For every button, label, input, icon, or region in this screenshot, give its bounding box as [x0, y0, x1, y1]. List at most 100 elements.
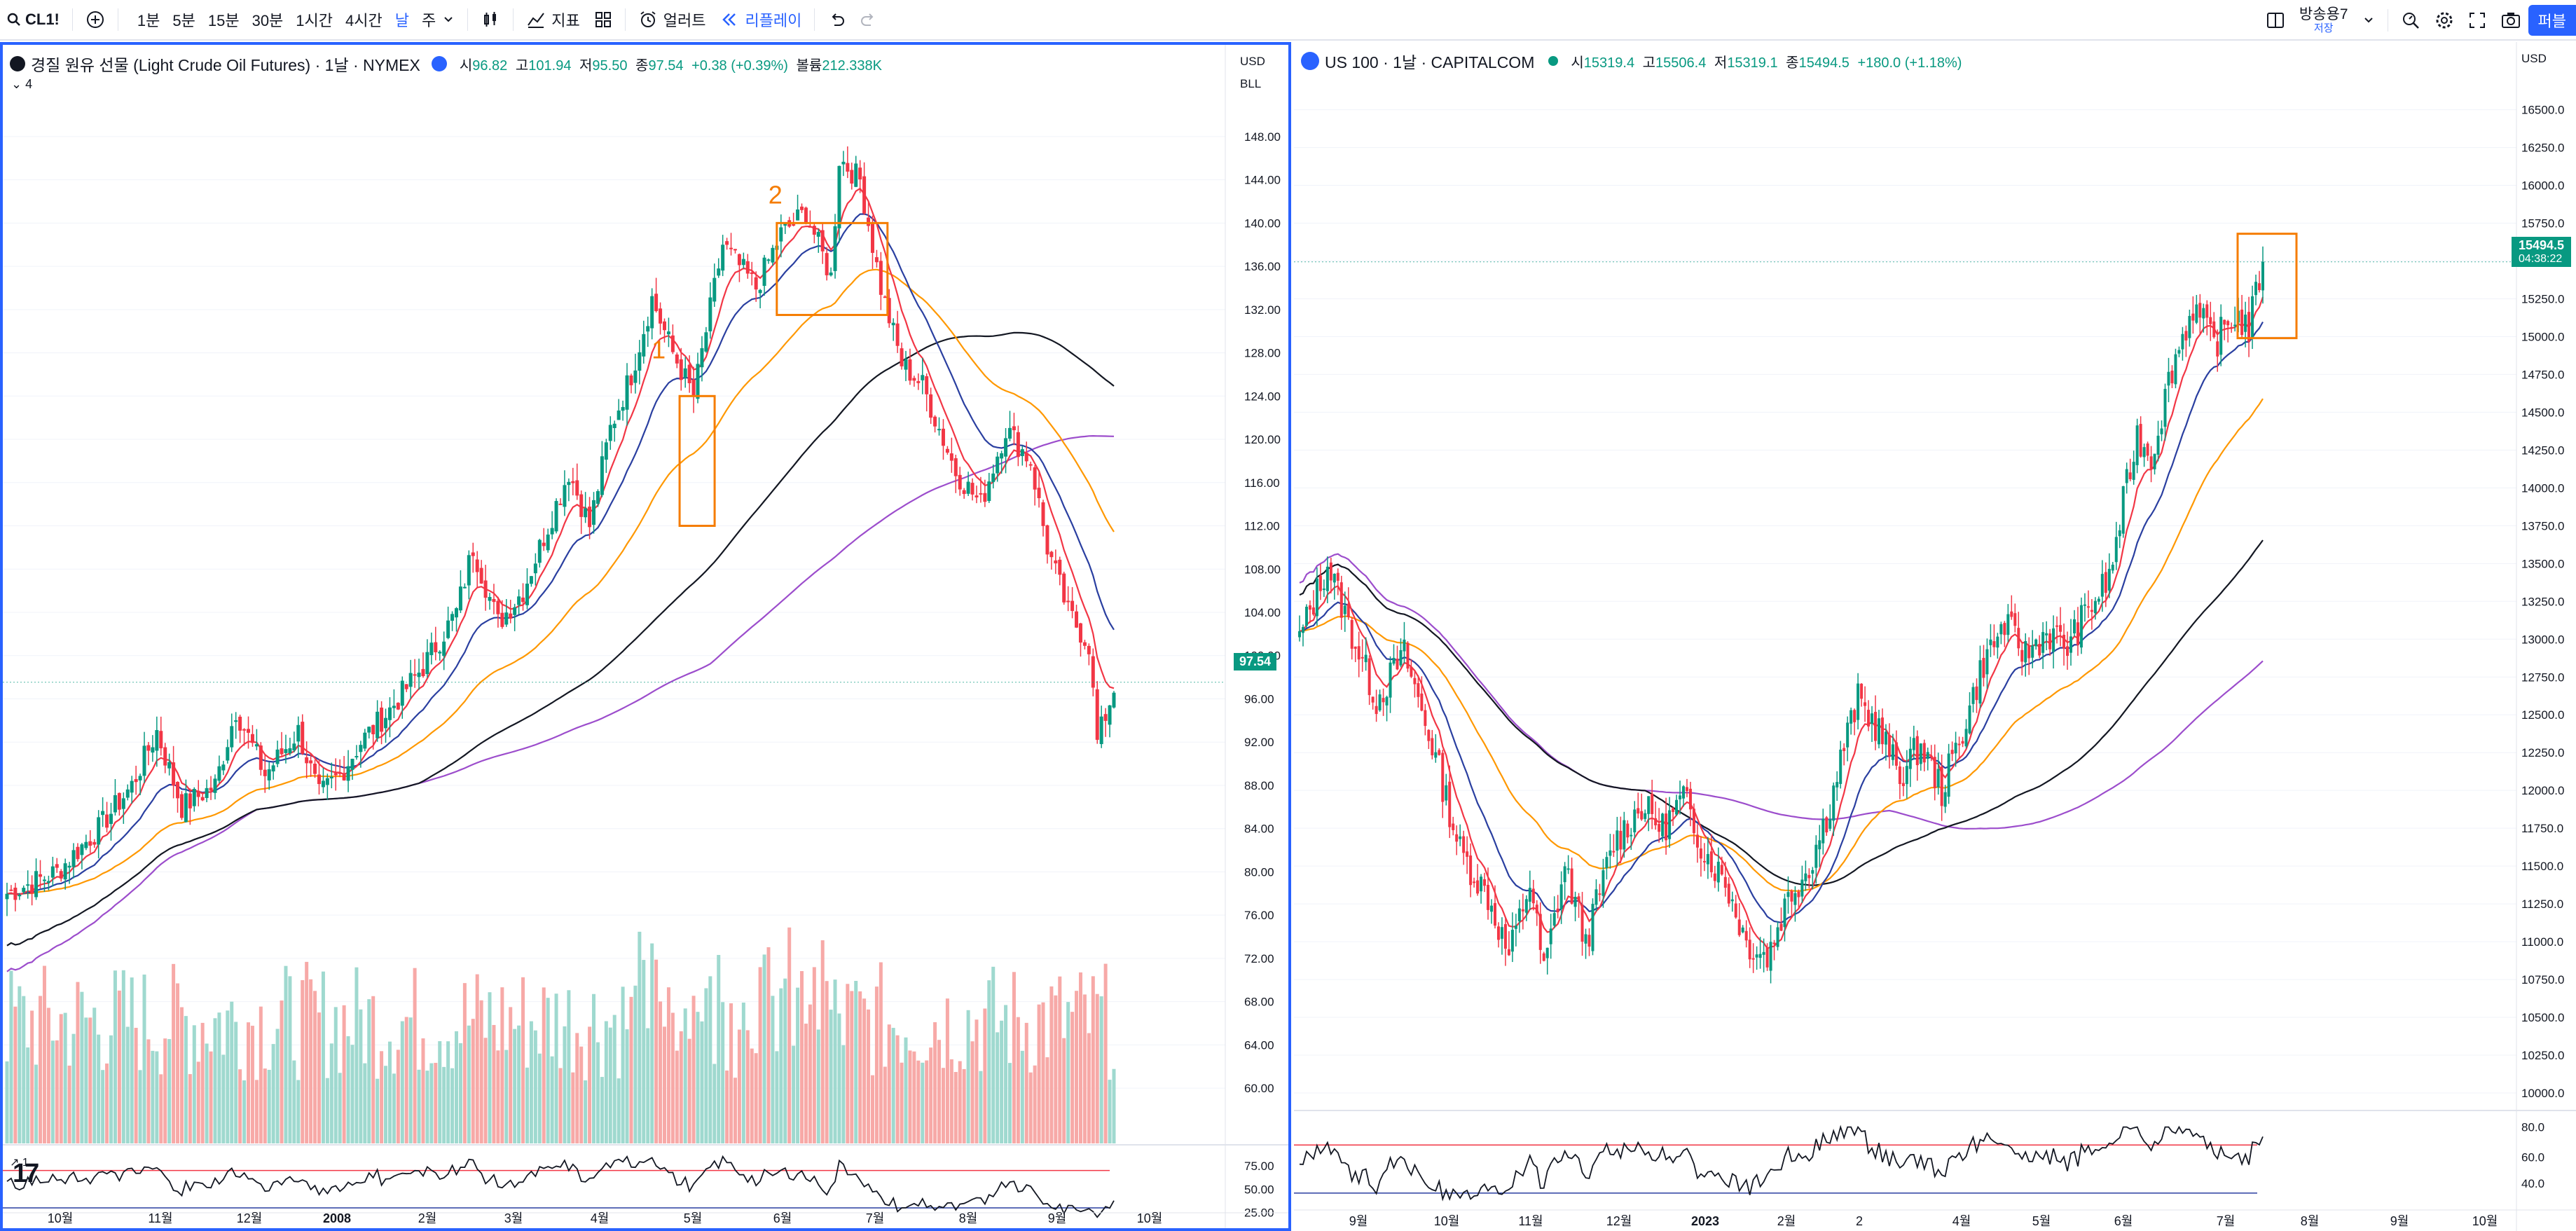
replay-button[interactable]: 리플레이 — [712, 0, 808, 40]
volume-bar — [500, 987, 504, 1143]
chart-title[interactable]: US 100 · 1날 · CAPITALCOM — [1325, 53, 1535, 71]
y-tick-label: 15750.0 — [2521, 217, 2564, 231]
timeframe-4h[interactable]: 4시간 — [345, 12, 383, 29]
candle-body — [1748, 940, 1751, 960]
candle-body — [945, 448, 949, 453]
candle-body — [196, 790, 200, 797]
y-tick-label: 92.00 — [1244, 736, 1274, 749]
volume-bar — [188, 1074, 192, 1143]
candle-body — [400, 680, 404, 706]
x-tick-label: 2023 — [1691, 1214, 1719, 1228]
us100-chart[interactable]: 16500.016250.016000.015750.015500.015250… — [1294, 42, 2576, 1231]
candle-body — [546, 534, 550, 551]
snapshot-button[interactable] — [2493, 0, 2528, 41]
candle-body — [1633, 809, 1637, 832]
osc-tick-label: 80.0 — [2521, 1121, 2544, 1134]
alert-button[interactable]: 얼러트 — [631, 0, 713, 40]
candle-body — [1577, 896, 1580, 902]
volume-bar — [854, 981, 858, 1143]
annotation-box[interactable] — [2236, 233, 2298, 340]
chart-type-button[interactable] — [474, 0, 507, 40]
volume-bar — [916, 1060, 921, 1143]
candle-body — [1466, 851, 1469, 857]
candle-body — [2128, 472, 2132, 479]
y-tick-label: 132.00 — [1244, 303, 1281, 317]
candle-body — [766, 259, 771, 261]
candle-body — [1654, 818, 1658, 825]
x-tick-label: 7월 — [2217, 1214, 2236, 1228]
chevron-down-icon[interactable] — [442, 13, 455, 26]
layouts-button[interactable] — [587, 0, 619, 40]
candle-body — [2254, 282, 2258, 296]
chart-pane-crude-oil[interactable]: 148.00 144.00 140.00 136.00 132.00 128.00 124.… — [0, 42, 1291, 1231]
timeframe-1h[interactable]: 1시간 — [296, 12, 333, 29]
candle-body — [1375, 706, 1378, 715]
publish-button[interactable]: 퍼블 — [2528, 5, 2576, 36]
timeframe-30m[interactable]: 30분 — [252, 12, 284, 29]
redo-button[interactable] — [853, 0, 885, 40]
candle-body — [1082, 642, 1087, 646]
volume-bar — [712, 1064, 717, 1143]
candle-body — [2034, 639, 2038, 647]
timeframe-1m[interactable]: 1분 — [137, 12, 160, 29]
timeframe-5m[interactable]: 5분 — [172, 12, 195, 29]
volume-bar — [42, 965, 46, 1143]
x-tick-label: 3월 — [504, 1211, 523, 1225]
candle-body — [683, 368, 687, 378]
chart-title[interactable]: 경질 원유 선물 (Light Crude Oil Futures) · 1날 … — [31, 56, 420, 74]
symbol-search[interactable]: CL1! — [0, 0, 67, 40]
indicators-label: 지표 — [551, 12, 580, 29]
layout-name-button[interactable]: 방송용7 저장 — [2292, 0, 2355, 41]
chart-pane-us100[interactable]: 16500.016250.016000.015750.015500.015250… — [1294, 42, 2576, 1231]
timeframe-15m[interactable]: 15분 — [207, 12, 240, 29]
candle-body — [1580, 905, 1584, 942]
candle-body — [1514, 926, 1517, 929]
candle-body — [2174, 354, 2177, 385]
fullscreen-button[interactable] — [2461, 0, 2493, 41]
candle-body — [2114, 537, 2118, 563]
y-tick-label: 13000.0 — [2521, 633, 2564, 646]
undo-icon — [832, 13, 845, 26]
candle-body — [26, 884, 30, 886]
candle-body — [2118, 530, 2121, 537]
candle-body — [1905, 766, 1908, 785]
candle-body — [2031, 645, 2034, 658]
volume-bar — [26, 1047, 30, 1143]
candle-body — [1783, 898, 1786, 928]
candle-body — [213, 778, 217, 793]
candle-body — [696, 364, 700, 399]
volume-bar — [1075, 991, 1079, 1143]
volume-bar — [970, 1041, 974, 1143]
panel-toggle-button[interactable] — [2259, 0, 2292, 41]
undo-button[interactable] — [820, 0, 853, 40]
volume-bar — [783, 978, 787, 1143]
indicator-collapse-toggle[interactable]: ⌄ 4 — [11, 77, 33, 91]
annotation-box-1[interactable] — [678, 394, 716, 528]
compare-button[interactable] — [78, 0, 112, 40]
candle-body — [1908, 748, 1912, 769]
candle-body — [575, 480, 579, 496]
currency-label[interactable]: USD — [1240, 55, 1265, 68]
settings-button[interactable] — [2427, 0, 2461, 41]
unit-label[interactable]: BLL — [1240, 77, 1262, 90]
volume-bar — [1008, 1063, 1012, 1143]
crude-oil-chart[interactable]: 148.00 144.00 140.00 136.00 132.00 128.00 124.… — [3, 45, 1288, 1228]
candle-body — [1045, 525, 1049, 555]
quick-search-button[interactable] — [2394, 0, 2427, 41]
volume-bar — [84, 1017, 88, 1143]
currency-label[interactable]: USD — [2521, 52, 2547, 65]
candle-body — [442, 641, 446, 656]
candle-body — [1075, 611, 1079, 628]
timeframe-day[interactable]: 날 — [394, 12, 409, 29]
layout-menu-button[interactable] — [2355, 0, 2382, 41]
volume-bar — [792, 1045, 796, 1143]
rewind-icon[interactable] — [431, 56, 447, 71]
annotation-box-2[interactable] — [776, 221, 889, 317]
candle-body — [1901, 783, 1905, 786]
volume-bar — [1062, 1038, 1066, 1143]
volume-bar — [125, 1026, 130, 1143]
timeframe-week[interactable]: 주 — [421, 12, 436, 29]
indicators-button[interactable]: 지표 — [519, 0, 586, 40]
volume-bar — [937, 1040, 942, 1143]
candle-body — [1343, 605, 1346, 614]
